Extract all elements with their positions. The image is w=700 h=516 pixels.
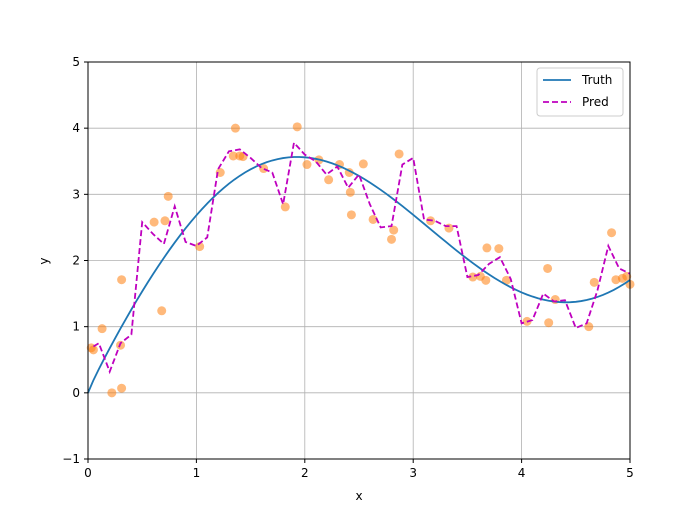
data-point — [444, 223, 454, 233]
data-point — [292, 122, 302, 132]
y-tick-label: 4 — [72, 121, 80, 135]
data-point — [543, 263, 553, 273]
data-point — [389, 225, 399, 235]
data-point — [97, 324, 107, 334]
data-point — [544, 318, 554, 328]
data-point — [584, 322, 594, 332]
y-tick-label: 5 — [72, 55, 80, 69]
data-point — [117, 383, 127, 393]
data-point — [195, 242, 205, 252]
data-point — [345, 187, 355, 197]
data-point — [163, 191, 173, 201]
data-point — [107, 388, 117, 398]
x-tick-label: 3 — [409, 466, 417, 480]
y-tick-label: 0 — [72, 386, 80, 400]
y-tick-label: −1 — [62, 452, 80, 466]
x-tick-label: 2 — [301, 466, 309, 480]
legend: Truth Pred — [536, 67, 624, 117]
data-point — [346, 210, 356, 220]
data-point — [494, 244, 504, 254]
data-point — [88, 345, 98, 355]
data-point — [280, 202, 290, 212]
x-tick-label: 5 — [626, 466, 634, 480]
y-axis-label: y — [37, 257, 51, 264]
legend-pred-label: Pred — [582, 95, 609, 109]
truth-line — [87, 156, 631, 394]
data-points — [86, 122, 635, 398]
data-point — [230, 123, 240, 133]
data-point — [607, 228, 617, 238]
x-tick-label: 0 — [84, 466, 92, 480]
x-tick-label: 4 — [518, 466, 526, 480]
data-point — [394, 149, 404, 159]
data-point — [481, 275, 491, 285]
data-point — [160, 216, 170, 226]
data-point — [228, 151, 238, 161]
data-point — [117, 275, 127, 285]
data-point — [157, 306, 167, 316]
data-point — [259, 164, 269, 174]
y-tick-label: 2 — [72, 254, 80, 268]
data-point — [324, 175, 334, 185]
data-point — [387, 234, 397, 244]
y-tick-label: 1 — [72, 320, 80, 334]
x-tick-label: 1 — [193, 466, 201, 480]
grid — [87, 61, 631, 460]
data-point — [149, 217, 159, 227]
data-point — [589, 277, 599, 287]
data-point — [482, 243, 492, 253]
axis-ticks: 0 1 2 3 4 5 −1 0 1 2 3 4 5 — [62, 55, 634, 480]
data-point — [302, 160, 312, 170]
legend-truth-label: Truth — [581, 73, 612, 87]
data-point — [358, 159, 368, 169]
data-point — [368, 214, 378, 224]
data-point — [501, 275, 511, 285]
y-tick-label: 3 — [72, 187, 80, 201]
x-axis-label: x — [355, 489, 362, 503]
